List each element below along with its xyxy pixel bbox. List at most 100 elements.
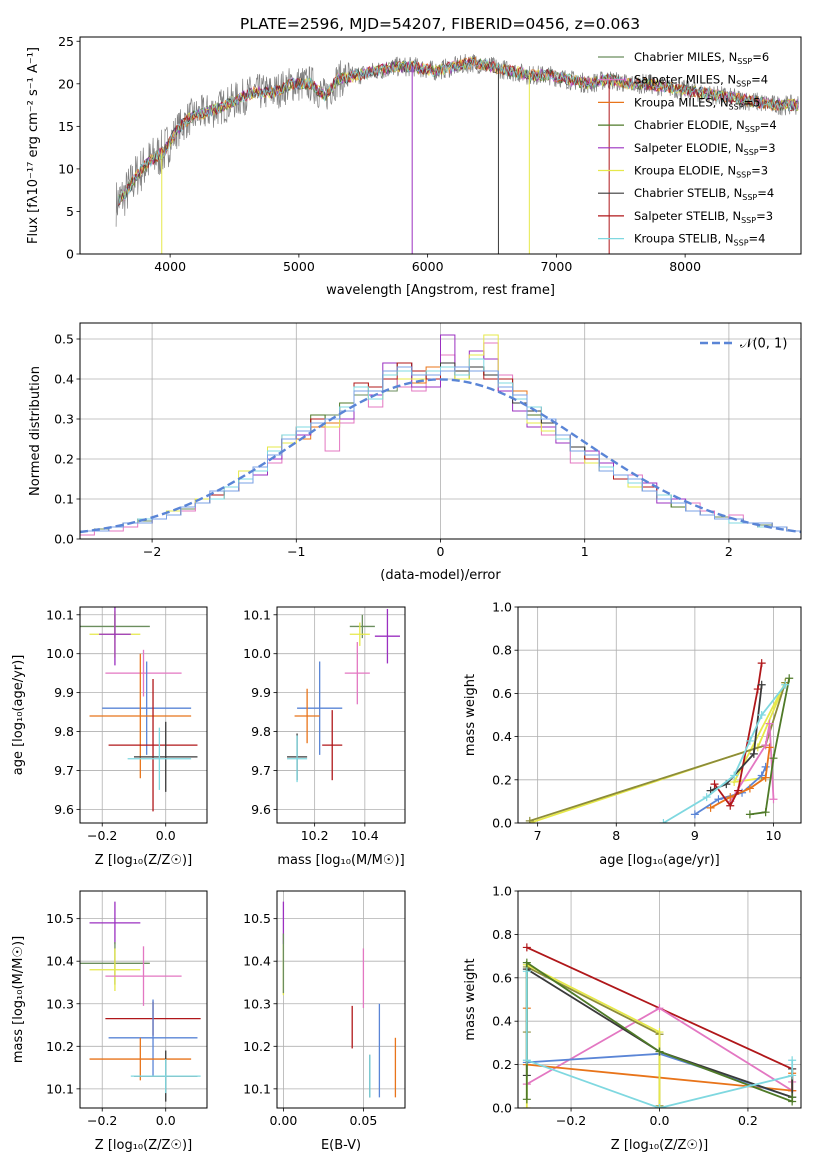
mass-weight-marker [710,780,719,789]
y-axis-label: Normed distribution [28,366,43,496]
mass-weight-marker [769,795,778,804]
legend-sub: SSP [737,57,752,66]
mass-weight-marker [757,680,766,689]
y-tick-label: 0.3 [54,412,74,427]
mass-weight-line [662,684,787,823]
legend-label: Chabrier STELIB, NSSP=4 [634,186,774,202]
legend-tail: =4 [749,232,766,246]
y-tick-label: 0.2 [492,1057,512,1072]
legend-sub: SSP [741,216,756,225]
mass-weight-marker [522,967,531,976]
x-axis-label: Z [log₁₀(Z/Z☉)] [95,1138,192,1153]
y-tick-label: 10.0 [46,646,74,661]
mass-weight-marker [757,711,766,719]
mass-weight-marker [730,771,739,780]
y-tick-label: 0.0 [492,1101,512,1116]
x-tick-label: 10 [766,828,782,843]
mass-weight-marker [761,808,770,817]
x-tick-label: 0.0 [156,1113,176,1128]
mass-weight-vs-age-panel: 7 8 9 10 0.0 0.2 0.4 0.6 0.8 1.0 age [log₁₀(age/yr… [463,600,802,868]
y-tick-label: 10 [58,161,74,176]
y-tick-label: 10.4 [243,954,271,969]
legend-tail: =6 [752,50,769,64]
legend-tail: =3 [759,141,776,155]
mass-weight-marker [788,1071,797,1080]
y-tick-label: 10.1 [243,1081,271,1096]
mass-weight-marker [757,659,766,668]
y-tick-label: 10.1 [46,607,74,622]
mass-weight-line [525,963,661,1108]
mass-weight-marker [785,674,794,683]
mass-weight-marker [655,1047,664,1056]
legend-label: Salpeter STELIB, NSSP=3 [634,209,773,225]
y-axis-label: mass weight [463,674,478,756]
mass-weight-marker [522,943,531,952]
mass-weight-marker [765,719,774,728]
y-tick-label: 0.5 [54,332,74,347]
age-vs-mass-panel: 10.2 10.4 9.6 9.7 9.8 9.9 10.0 10.1 mass [log₁₀(… [243,606,406,868]
plot-area [525,659,794,823]
x-tick-label: 0 [437,544,445,559]
plot-area [522,943,797,1108]
legend-label: Kroupa MILES, NSSP=5 [634,95,760,111]
x-tick-label: −0.2 [87,828,117,843]
mass-weight-marker [522,1095,531,1104]
y-tick-label: 0.0 [492,816,512,831]
x-tick-label: 9 [691,828,699,843]
x-axis-label: age [log₁₀(age/yr)] [599,853,720,868]
axes-frame [517,606,802,824]
mass-weight-marker [734,786,743,795]
age-vs-z-panel: −0.2 0.0 9.6 9.7 9.8 9.9 10.0 10.1 Z [log₁₀(Z/Z☉… [11,606,208,868]
x-tick-label: −2 [143,544,161,559]
x-tick-label: −0.2 [87,1113,117,1128]
legend-label: Salpeter ELODIE, NSSP=3 [634,141,776,157]
y-tick-label: 10.4 [46,954,74,969]
legend-label: Kroupa ELODIE, NSSP=3 [634,164,768,180]
y-tick-label: 10.3 [243,996,271,1011]
y-tick-label: 9.8 [251,724,271,739]
gaussian-curve [80,378,801,534]
legend-tail: =5 [744,95,761,109]
mass-weight-marker [745,810,754,819]
plot-area [282,901,397,1098]
y-tick-label: 0.2 [492,772,512,787]
axes-frame [276,890,406,1109]
legend-sub: SSP [729,102,744,111]
y-tick-label: 5 [66,204,74,219]
mass-weight-marker [655,1004,664,1013]
x-tick-label: 8 [612,828,620,843]
mass-weight-marker [745,784,754,793]
y-tick-label: 9.9 [54,685,74,700]
figure-title: PLATE=2596, MJD=54207, FIBERID=0456, z=0… [240,15,640,33]
mass-weight-line [749,678,791,816]
y-tick-label: 10.5 [46,911,74,926]
mass-weight-marker [788,1056,797,1065]
x-tick-label: 0.00 [269,1113,297,1128]
mass-weight-line [729,723,775,802]
x-axis-label: wavelength [Angstrom, rest frame] [326,283,555,298]
x-axis-label: E(B-V) [321,1138,361,1153]
mass-weight-marker [702,793,711,802]
y-tick-label: 20 [58,76,74,91]
x-tick-label: 7000 [540,259,572,274]
mass-weight-marker [522,1104,531,1108]
x-tick-label: 2 [725,544,733,559]
mass-weight-marker [706,803,715,812]
mass-weight-vs-z-panel: −0.2 0.0 0.2 0.0 0.2 0.4 0.6 0.8 1.0 Z [log₁₀(Z/Z… [463,884,802,1153]
x-tick-label: 10.2 [301,828,329,843]
y-tick-label: 0.8 [492,927,512,942]
x-tick-label: 7 [534,828,542,843]
mass-weight-marker [726,793,735,802]
mass-weight-marker [522,1056,531,1065]
y-tick-label: 10.2 [46,1039,74,1054]
mass-weight-marker [781,680,790,689]
legend-label: Chabrier ELODIE, NSSP=4 [634,118,777,134]
legend-text: Salpeter MILES, N [634,73,736,87]
y-axis-label: Flux [fλ10⁻¹⁷ erg cm⁻² s⁻¹ A⁻¹] [26,47,41,244]
x-tick-label: 6000 [412,259,444,274]
mass-weight-line [529,682,787,822]
legend-sub: SSP [736,171,751,180]
plot-area [80,334,801,539]
x-tick-label: −1 [287,544,305,559]
